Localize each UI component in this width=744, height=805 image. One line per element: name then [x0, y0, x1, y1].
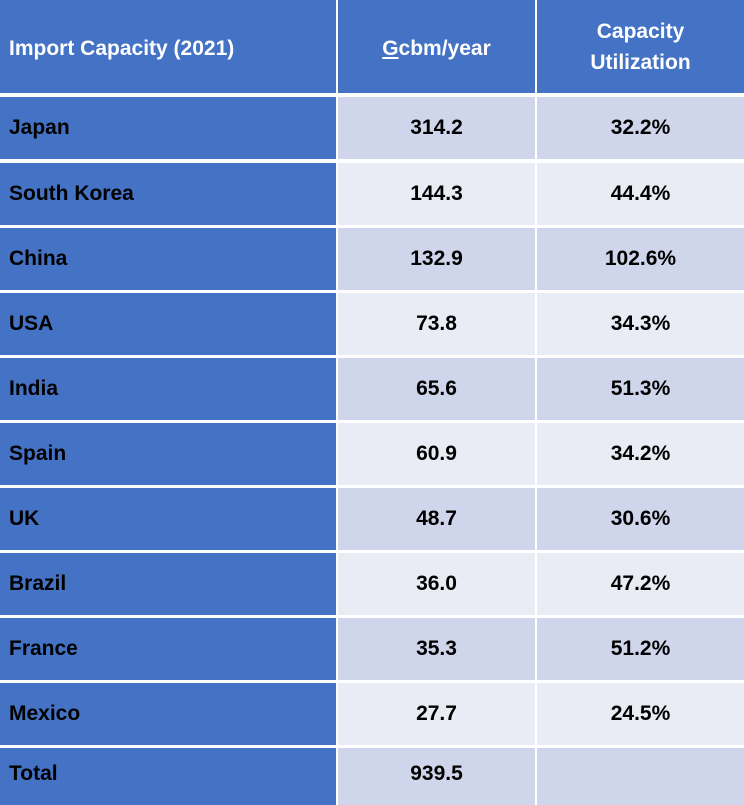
utilization-cell: 102.6% — [537, 228, 744, 290]
utilization-cell: 24.5% — [537, 683, 744, 745]
utilization-cell: 30.6% — [537, 488, 744, 550]
utilization-cell: 32.2% — [537, 97, 744, 159]
capacity-cell: 60.9 — [338, 423, 535, 485]
header-gcbm-year: Gcbm/year — [338, 0, 535, 93]
table-header-row: Import Capacity (2021) Gcbm/year Capacit… — [0, 0, 744, 93]
table-row: UK 48.7 30.6% — [0, 488, 744, 550]
utilization-cell: 44.4% — [537, 163, 744, 225]
header-capacity-utilization: Capacity Utilization — [537, 0, 744, 93]
table-row: South Korea 144.3 44.4% — [0, 163, 744, 225]
table-row: India 65.6 51.3% — [0, 358, 744, 420]
capacity-cell: 144.3 — [338, 163, 535, 225]
country-cell: Mexico — [0, 683, 336, 745]
capacity-cell: 65.6 — [338, 358, 535, 420]
table-row: USA 73.8 34.3% — [0, 293, 744, 355]
header-capacity-label: Capacity — [596, 19, 685, 43]
table-row: China 132.9 102.6% — [0, 228, 744, 290]
capacity-cell: 36.0 — [338, 553, 535, 615]
country-cell: France — [0, 618, 336, 680]
table-row: Japan 314.2 32.2% — [0, 97, 744, 159]
total-utilization — [537, 748, 744, 805]
total-label: Total — [0, 748, 336, 805]
country-cell: USA — [0, 293, 336, 355]
country-cell: China — [0, 228, 336, 290]
capacity-cell: 48.7 — [338, 488, 535, 550]
utilization-cell: 47.2% — [537, 553, 744, 615]
total-capacity: 939.5 — [338, 748, 535, 805]
header-import-capacity: Import Capacity (2021) — [0, 0, 336, 93]
header-gcbm-year-label: Gcbm/year — [382, 36, 491, 60]
utilization-cell: 34.2% — [537, 423, 744, 485]
country-cell: Brazil — [0, 553, 336, 615]
country-cell: UK — [0, 488, 336, 550]
capacity-cell: 314.2 — [338, 97, 535, 159]
table-row: Spain 60.9 34.2% — [0, 423, 744, 485]
table-row: Mexico 27.7 24.5% — [0, 683, 744, 745]
total-row: Total 939.5 — [0, 748, 744, 805]
capacity-cell: 27.7 — [338, 683, 535, 745]
utilization-cell: 51.2% — [537, 618, 744, 680]
utilization-cell: 34.3% — [537, 293, 744, 355]
country-cell: Spain — [0, 423, 336, 485]
country-cell: India — [0, 358, 336, 420]
capacity-cell: 73.8 — [338, 293, 535, 355]
table-row: Brazil 36.0 47.2% — [0, 553, 744, 615]
country-cell: South Korea — [0, 163, 336, 225]
capacity-cell: 35.3 — [338, 618, 535, 680]
header-utilization-label: Utilization — [590, 50, 691, 74]
table-row: France 35.3 51.2% — [0, 618, 744, 680]
capacity-cell: 132.9 — [338, 228, 535, 290]
country-cell: Japan — [0, 97, 336, 159]
utilization-cell: 51.3% — [537, 358, 744, 420]
